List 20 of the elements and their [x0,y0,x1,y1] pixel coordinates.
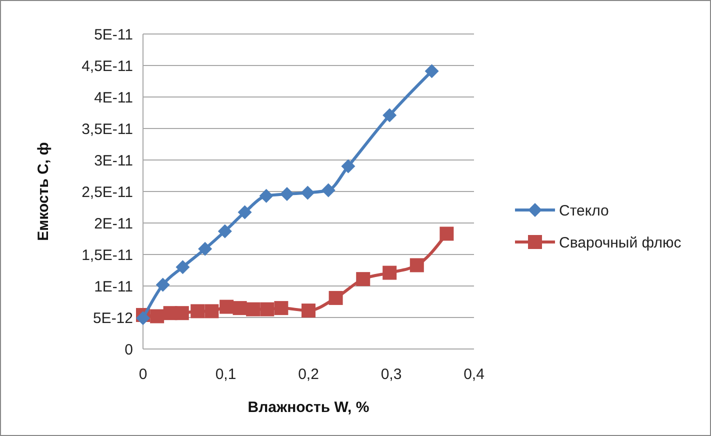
y-tick-label: 1E-11 [94,278,133,296]
y-tick-label: 2E-11 [94,215,133,232]
y-tick-label: 3,5E-11 [82,120,133,138]
y-tick-label: 1,5E-11 [82,246,133,264]
x-tick-label: 0,3 [380,366,402,383]
legend-label: Стекло [559,202,609,220]
x-tick-label: 0,4 [464,366,484,383]
y-tick-label: 4E-11 [94,89,133,106]
y-tick-label: 3E-11 [94,152,133,170]
y-tick-label: 4,5E-11 [82,58,133,75]
x-tick-label: 0,2 [298,366,319,383]
legend-label: Сварочный флюс [559,234,682,252]
x-axis-title: Влажность W, % [248,399,370,416]
y-axis-title: Емкость С, ф [35,142,52,241]
y-tick-label: 2,5E-11 [82,184,133,201]
y-tick-label: 5E-11 [94,26,133,44]
x-tick-label: 0 [138,366,148,383]
x-tick-label: 0,1 [215,366,236,383]
y-tick-label: 5E-12 [92,310,133,327]
y-tick-label: 0 [124,341,133,358]
